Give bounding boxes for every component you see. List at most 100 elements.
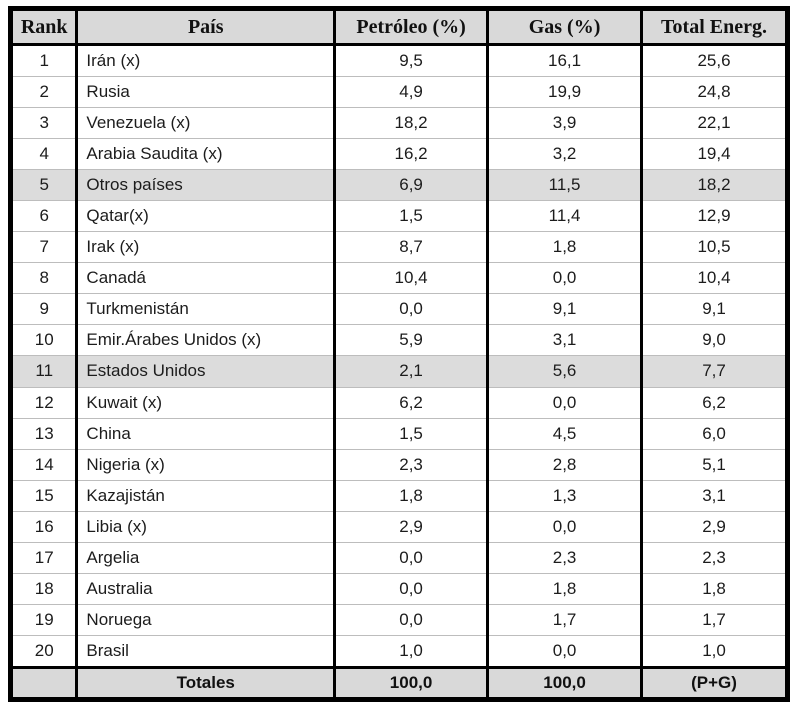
country-cell: Arabia Saudita (x) [75,138,335,170]
country-cell: Kuwait (x) [75,387,335,419]
table-row: 16 Libia (x) 2,9 0,0 2,9 [10,511,788,543]
rank-cell: 10 [34,330,54,350]
rank-cell: 15 [34,485,54,505]
table-header-row: Rank País Petróleo (%) Gas (%) Total Ene… [10,8,788,45]
total-cell: 6,2 [640,387,788,419]
gas-cell: 1,8 [486,573,642,605]
oil-cell: 16,2 [333,138,488,170]
gas-cell: 19,9 [486,76,642,108]
rank-cell: 16 [34,516,54,536]
oil-cell: 2,3 [333,449,488,481]
gas-cell: 3,9 [486,107,642,139]
oil-cell: 1,5 [333,200,488,232]
oil-cell: 6,2 [333,387,488,419]
totals-row: Totales 100,0 100,0 (P+G) [10,667,788,700]
gas-cell: 3,2 [486,138,642,170]
rank-cell: 7 [39,237,49,257]
oil-cell: 4,9 [333,76,488,108]
table-row: 8 Canadá 10,4 0,0 10,4 [10,262,788,294]
oil-cell: 10,4 [333,262,488,294]
gas-cell: 11,4 [486,200,642,232]
country-cell: Emir.Árabes Unidos (x) [75,324,335,356]
gas-cell: 2,3 [486,542,642,574]
total-cell: 25,6 [640,44,788,77]
rank-cell: 8 [39,268,49,288]
total-cell: 12,9 [640,200,788,232]
rank-cell: 19 [34,609,54,629]
total-cell: 24,8 [640,76,788,108]
gas-cell: 0,0 [486,511,642,543]
country-cell: Turkmenistán [75,293,335,325]
energy-reserves-table: Rank País Petróleo (%) Gas (%) Total Ene… [8,6,790,702]
country-cell: Irán (x) [75,44,335,77]
gas-cell: 0,0 [486,262,642,294]
country-cell: Qatar(x) [75,200,335,232]
total-cell: 1,8 [640,573,788,605]
rank-cell: 2 [39,82,49,102]
table-row: 9 Turkmenistán 0,0 9,1 9,1 [10,293,788,325]
rank-cell: 18 [34,578,54,598]
oil-cell: 1,8 [333,480,488,512]
table-row: 11 Estados Unidos 2,1 5,6 7,7 [10,355,788,388]
country-cell: Noruega [75,604,335,636]
gas-cell: 11,5 [486,169,642,201]
total-cell: 18,2 [640,169,788,201]
rank-cell: 3 [39,113,49,133]
total-cell: 10,4 [640,262,788,294]
oil-cell: 1,0 [333,635,488,668]
table-row: 10 Emir.Árabes Unidos (x) 5,9 3,1 9,0 [10,324,788,356]
country-cell: Rusia [75,76,335,108]
total-cell: 10,5 [640,231,788,263]
totals-empty-cell [11,668,77,700]
table-row: 15 Kazajistán 1,8 1,3 3,1 [10,480,788,512]
total-cell: 5,1 [640,449,788,481]
totals-oil: 100,0 [333,667,488,700]
oil-cell: 1,5 [333,418,488,450]
oil-cell: 0,0 [333,293,488,325]
oil-cell: 2,9 [333,511,488,543]
oil-cell: 18,2 [333,107,488,139]
total-cell: 7,7 [640,355,788,388]
total-cell: 9,0 [640,324,788,356]
table-row: 6 Qatar(x) 1,5 11,4 12,9 [10,200,788,232]
total-cell: 9,1 [640,293,788,325]
table-row: 5 Otros países 6,9 11,5 18,2 [10,169,788,201]
gas-cell: 4,5 [486,418,642,450]
gas-cell: 1,7 [486,604,642,636]
country-cell: Nigeria (x) [75,449,335,481]
table-row: 7 Irak (x) 8,7 1,8 10,5 [10,231,788,263]
rank-cell: 20 [34,640,54,660]
header-gas: Gas (%) [486,8,642,45]
gas-cell: 1,8 [486,231,642,263]
totals-gas: 100,0 [486,667,642,700]
table-row: 14 Nigeria (x) 2,3 2,8 5,1 [10,449,788,481]
total-cell: 19,4 [640,138,788,170]
oil-cell: 0,0 [333,542,488,574]
rank-cell: 11 [35,361,54,381]
rank-cell: 12 [34,392,54,412]
gas-cell: 3,1 [486,324,642,356]
total-cell: 3,1 [640,480,788,512]
rank-cell: 1 [39,51,49,71]
gas-cell: 9,1 [486,293,642,325]
table-row: 18 Australia 0,0 1,8 1,8 [10,573,788,605]
totals-label: Totales [75,667,335,700]
table-body: 1 Irán (x) 9,5 16,1 25,6 2 Rusia 4,9 19,9 24,8 3 Ve… [10,44,788,668]
country-cell: Argelia [75,542,335,574]
oil-cell: 0,0 [333,604,488,636]
oil-cell: 0,0 [333,573,488,605]
total-cell: 22,1 [640,107,788,139]
gas-cell: 2,8 [486,449,642,481]
rank-cell: 9 [39,299,49,319]
table-row: 20 Brasil 1,0 0,0 1,0 [10,635,788,668]
rank-cell: 6 [39,206,49,226]
country-cell: Brasil [75,635,335,668]
rank-cell: 4 [39,144,49,164]
total-cell: 2,3 [640,542,788,574]
country-cell: Libia (x) [75,511,335,543]
table-row: 1 Irán (x) 9,5 16,1 25,6 [11,44,788,77]
oil-cell: 9,5 [333,44,488,77]
oil-cell: 6,9 [333,169,488,201]
country-cell: Estados Unidos [75,355,335,388]
